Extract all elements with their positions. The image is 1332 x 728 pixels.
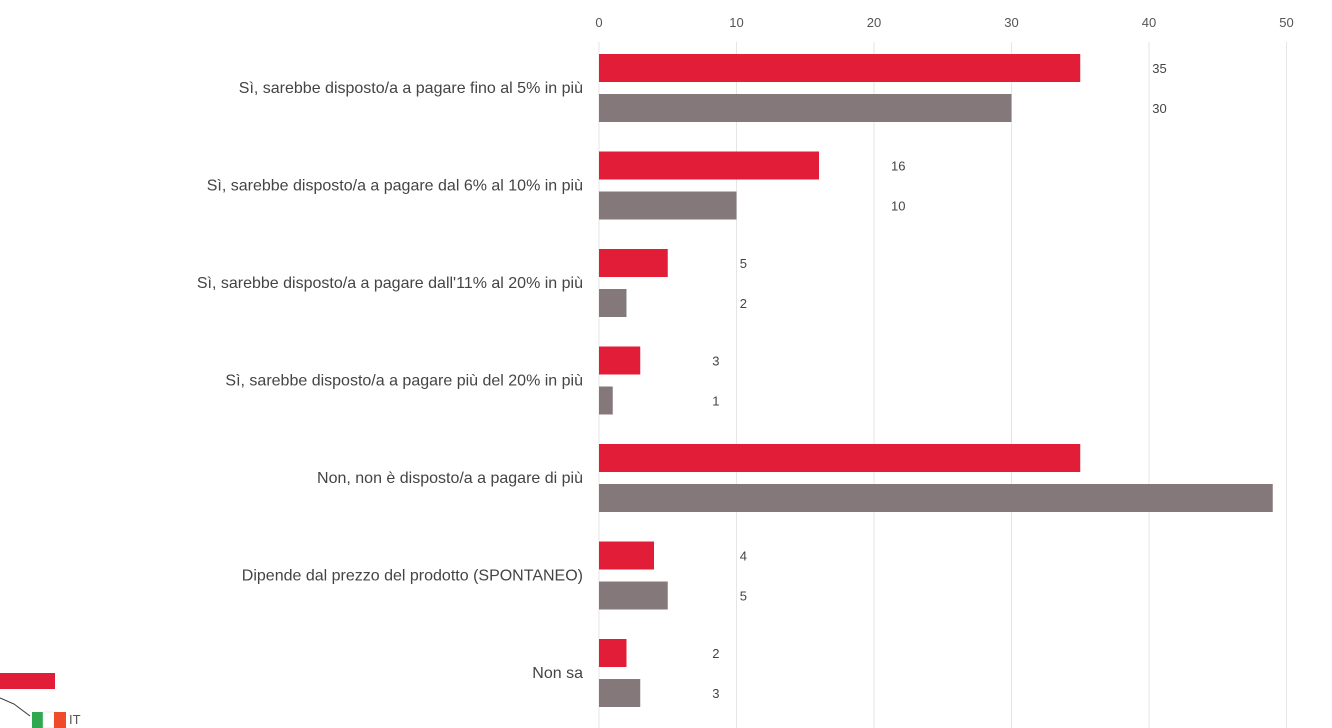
bar-series-1 (599, 346, 641, 375)
bar-series-2 (599, 289, 627, 317)
category-label: Non, non è disposto/a a pagare di più (317, 470, 583, 487)
bar-series-1 (599, 54, 1081, 82)
category-labels: Sì, sarebbe disposto/a a pagare fino al … (197, 80, 583, 682)
bar-series-1 (599, 249, 668, 277)
bar-series-1 (599, 639, 627, 667)
data-labels: 35301610523135494523 (712, 61, 1166, 701)
italy-flag-icon (32, 711, 66, 728)
data-label: 30 (1152, 101, 1166, 116)
category-label: Sì, sarebbe disposto/a a pagare fino al … (239, 80, 583, 97)
legend-label-series-2: IT (69, 712, 81, 727)
x-tick-label: 40 (1142, 15, 1156, 30)
x-tick-label: 30 (1004, 15, 1018, 30)
category-label: Sì, sarebbe disposto/a a pagare più del … (225, 373, 583, 390)
data-label: 5 (740, 589, 747, 604)
data-label: 3 (712, 354, 719, 369)
bar-series-1 (599, 151, 819, 180)
data-label: 1 (712, 394, 719, 409)
x-tick-label: 50 (1279, 15, 1293, 30)
bar-series-2 (599, 191, 737, 220)
category-label: Non sa (532, 665, 583, 682)
data-label: 2 (712, 646, 719, 661)
legend: IT (0, 673, 81, 728)
category-label: Sì, sarebbe disposto/a a pagare dal 6% a… (207, 178, 583, 195)
data-label: 3 (712, 686, 719, 701)
data-label: 10 (891, 199, 905, 214)
x-tick-label: 10 (729, 15, 743, 30)
data-label: 35 (1152, 61, 1166, 76)
category-label: Dipende dal prezzo del prodotto (SPONTAN… (242, 568, 583, 585)
bar-series-2 (599, 386, 613, 415)
data-label: 5 (740, 256, 747, 271)
legend-swatch-series-1 (0, 673, 55, 689)
legend-leader-line (0, 697, 31, 717)
bar-series-1 (599, 541, 654, 570)
data-label: 2 (740, 296, 747, 311)
data-label: 4 (740, 549, 747, 564)
x-tick-label: 0 (595, 15, 602, 30)
x-tick-label: 20 (867, 15, 881, 30)
x-axis-tick-labels: 0 10 20 30 40 50 (595, 15, 1293, 30)
gridlines (598, 42, 1287, 728)
bars (599, 54, 1273, 707)
bar-series-2 (599, 581, 668, 610)
data-label: 16 (891, 159, 905, 174)
category-label: Sì, sarebbe disposto/a a pagare dall'11%… (197, 275, 583, 292)
bar-series-1 (599, 444, 1081, 472)
bar-series-2 (599, 94, 1012, 122)
bar-series-2 (599, 679, 641, 707)
bar-series-2 (599, 484, 1273, 512)
